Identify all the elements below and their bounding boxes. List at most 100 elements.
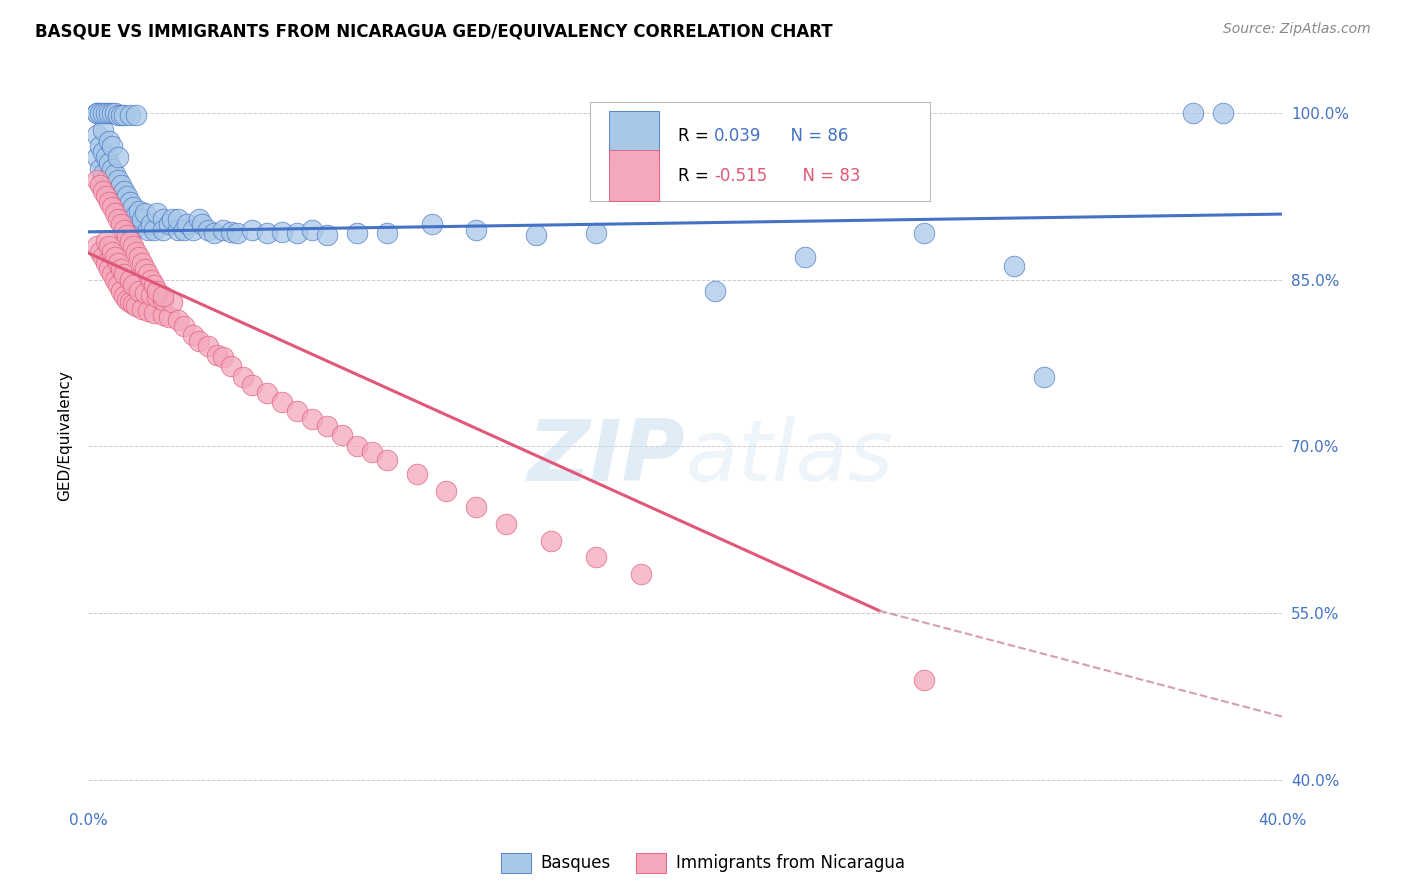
Point	[205, 348, 228, 362]
Point	[91, 145, 114, 159]
Point	[107, 256, 129, 270]
Point	[98, 261, 121, 276]
Point	[101, 201, 124, 215]
Text: BASQUE VS IMMIGRANTS FROM NICARAGUA GED/EQUIVALENCY CORRELATION CHART: BASQUE VS IMMIGRANTS FROM NICARAGUA GED/…	[35, 22, 832, 40]
Point	[104, 167, 127, 181]
Point	[112, 184, 135, 198]
Legend: Basques, Immigrants from Nicaragua: Basques, Immigrants from Nicaragua	[494, 847, 912, 880]
Point	[86, 150, 108, 164]
Point	[118, 272, 141, 286]
Point	[152, 222, 174, 236]
Point	[118, 234, 141, 248]
Point	[134, 206, 156, 220]
Point	[94, 172, 117, 186]
Point	[122, 239, 145, 253]
Point	[118, 294, 141, 309]
Point	[146, 290, 169, 304]
Y-axis label: GED/Equivalency: GED/Equivalency	[58, 370, 72, 500]
Point	[107, 211, 129, 226]
Point	[139, 217, 162, 231]
Point	[256, 386, 278, 401]
Text: R =: R =	[678, 167, 714, 185]
Point	[166, 312, 188, 326]
Point	[89, 178, 111, 193]
Point	[181, 328, 204, 343]
Text: -0.515: -0.515	[714, 167, 768, 185]
Text: Source: ZipAtlas.com: Source: ZipAtlas.com	[1223, 22, 1371, 37]
Point	[89, 139, 111, 153]
Point	[495, 517, 517, 532]
Point	[101, 106, 124, 120]
Point	[301, 222, 323, 236]
Point	[152, 293, 174, 307]
Point	[122, 201, 145, 215]
Point	[704, 284, 727, 298]
Point	[110, 261, 132, 276]
Point	[94, 234, 117, 248]
Point	[89, 161, 111, 176]
Point	[157, 310, 180, 325]
Point	[98, 134, 121, 148]
Point	[101, 244, 124, 259]
Point	[912, 226, 935, 240]
Text: N = 86: N = 86	[780, 128, 848, 145]
Point	[240, 222, 263, 236]
Point	[107, 172, 129, 186]
Point	[118, 108, 141, 122]
Point	[112, 206, 135, 220]
Point	[197, 339, 219, 353]
Point	[187, 334, 209, 348]
Point	[107, 278, 129, 293]
Point	[793, 251, 815, 265]
Point	[346, 439, 368, 453]
FancyBboxPatch shape	[609, 151, 659, 201]
Point	[107, 150, 129, 164]
Text: atlas: atlas	[685, 416, 893, 499]
Point	[115, 293, 138, 307]
Point	[912, 673, 935, 687]
Point	[176, 217, 198, 231]
Point	[346, 226, 368, 240]
Point	[360, 445, 382, 459]
Point	[166, 222, 188, 236]
Point	[316, 228, 339, 243]
Point	[94, 189, 117, 203]
Point	[540, 533, 562, 548]
Point	[122, 222, 145, 236]
Point	[118, 217, 141, 231]
Point	[160, 211, 183, 226]
FancyBboxPatch shape	[609, 111, 659, 161]
Point	[256, 226, 278, 240]
Point	[142, 278, 165, 293]
Point	[271, 394, 294, 409]
Point	[330, 428, 353, 442]
Point	[375, 226, 398, 240]
Point	[104, 272, 127, 286]
Point	[101, 139, 124, 153]
Point	[465, 222, 488, 236]
Point	[112, 267, 135, 281]
FancyBboxPatch shape	[589, 102, 931, 201]
Point	[112, 108, 135, 122]
Point	[136, 303, 159, 318]
Point	[1002, 260, 1025, 274]
Point	[152, 211, 174, 226]
Point	[110, 201, 132, 215]
Text: 0.039: 0.039	[714, 128, 762, 145]
Point	[420, 217, 443, 231]
Point	[173, 319, 195, 334]
Point	[131, 301, 153, 316]
Point	[197, 222, 219, 236]
Point	[226, 226, 249, 240]
Point	[118, 194, 141, 209]
Point	[86, 128, 108, 143]
Point	[110, 108, 132, 122]
Point	[271, 225, 294, 239]
Point	[89, 106, 111, 120]
Point	[375, 452, 398, 467]
Point	[436, 483, 458, 498]
Point	[110, 178, 132, 193]
Point	[94, 256, 117, 270]
Point	[190, 217, 212, 231]
Point	[585, 550, 607, 565]
